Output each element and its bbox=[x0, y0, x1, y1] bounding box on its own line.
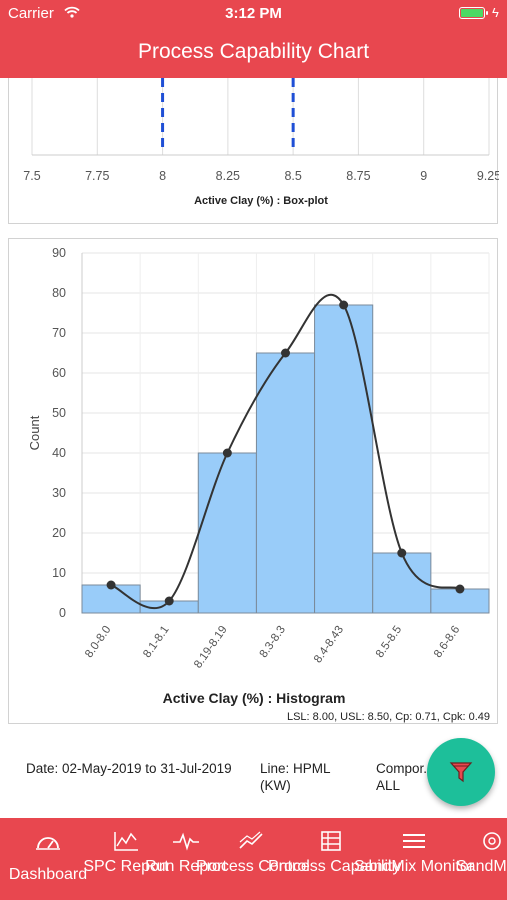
x-tick-label: 8.5-8.5 bbox=[374, 624, 404, 660]
y-tick-label: 0 bbox=[59, 606, 66, 620]
filter-button[interactable] bbox=[427, 738, 495, 806]
tab-dashboard[interactable]: Dashboard bbox=[0, 818, 96, 900]
fit-curve bbox=[110, 293, 461, 610]
menu-icon bbox=[403, 834, 425, 848]
x-tick-label: 8.25 bbox=[216, 169, 240, 183]
y-tick-label: 30 bbox=[52, 486, 66, 500]
y-tick-label: 50 bbox=[52, 406, 66, 420]
speedometer-icon bbox=[36, 837, 60, 850]
x-tick-label: 7.75 bbox=[85, 169, 109, 183]
histogram-bar bbox=[314, 304, 374, 614]
gear-icon bbox=[483, 832, 501, 850]
curve-point bbox=[455, 584, 465, 594]
y-tick-label: 70 bbox=[52, 326, 66, 340]
y-tick-label: 20 bbox=[52, 526, 66, 540]
x-tick-label: 8.19-8.19 bbox=[192, 624, 230, 671]
page-title: Process Capability Chart bbox=[137, 40, 370, 63]
y-tick-label: 40 bbox=[52, 446, 66, 460]
component-text: Compor... ALL bbox=[376, 761, 435, 793]
curve-point bbox=[164, 596, 174, 606]
boxplot-xlabel: Active Clay (%) : Box-plot bbox=[194, 195, 328, 207]
histogram-chart: 0 10 20 30 40 50 60 70 80 90 8.0-8.0 8.1-8.1 8.19-8.… bbox=[27, 246, 490, 723]
x-tick-label: 8 bbox=[159, 169, 166, 183]
x-tick-label: 8.75 bbox=[346, 169, 370, 183]
curve-point bbox=[339, 300, 349, 310]
tab-label: Dashboard bbox=[8, 866, 88, 883]
x-tick-label: 8.4-8.43 bbox=[312, 624, 346, 665]
tab-run-report[interactable]: Run Report bbox=[145, 818, 227, 900]
tab-label: Process Capability bbox=[268, 858, 401, 875]
tab-sandmix-monitor[interactable]: SandMix Monitor bbox=[354, 818, 474, 900]
component-label: Compor... ALL bbox=[376, 760, 436, 794]
tab-label: Run Report bbox=[145, 858, 227, 875]
y-tick-label: 80 bbox=[52, 286, 66, 300]
line-label: Line: HPML (KW) bbox=[260, 761, 331, 793]
x-tick-label: 8.5 bbox=[284, 169, 301, 183]
histogram-bar bbox=[197, 452, 257, 614]
capability-icon bbox=[321, 831, 341, 851]
tab-spc-report[interactable]: SPC Report bbox=[83, 818, 169, 900]
carrier-label: Carrier bbox=[8, 5, 54, 22]
histogram-bar bbox=[372, 552, 432, 614]
boxplot-card: 7.5 7.75 8 8.25 8.5 8.75 9 9.25 Active Clay (%) … bbox=[8, 78, 499, 224]
histogram-card: 0 10 20 30 40 50 60 70 80 90 8.0-8.0 8.1-8.1 8.19-8.… bbox=[8, 238, 498, 724]
chart-lines-icon bbox=[114, 832, 138, 851]
tab-label: SPC Report bbox=[83, 858, 169, 875]
tab-label: SandMix Analytics bbox=[456, 858, 507, 875]
tab-process-control[interactable]: Process Control bbox=[196, 818, 310, 900]
y-axis-label: Count bbox=[27, 415, 42, 450]
histogram-bar bbox=[255, 352, 316, 614]
x-tick-label: 7.5 bbox=[23, 169, 40, 183]
boxplot-chart: 7.5 7.75 8 8.25 8.5 8.75 9 9.25 Active Clay (%) … bbox=[23, 78, 499, 207]
histogram-xlabel: Active Clay (%) : Histogram bbox=[163, 690, 346, 706]
wifi-icon bbox=[64, 6, 80, 18]
filter-icon bbox=[449, 762, 473, 783]
date-range-label: Date: 02-May-2019 to 31-Jul-2019 bbox=[26, 761, 232, 776]
curve-point bbox=[106, 580, 116, 590]
x-tick-label: 9.25 bbox=[477, 169, 499, 183]
capability-stats: LSL: 8.00, USL: 8.50, Cp: 0.71, Cpk: 0.4… bbox=[287, 711, 490, 723]
curve-point bbox=[281, 348, 290, 358]
x-tick-label: 8.0-8.0 bbox=[83, 624, 113, 660]
tab-sandmix-analytics[interactable]: SandMix Analytics bbox=[454, 818, 507, 900]
trend-icon bbox=[239, 831, 263, 849]
tab-bar: Dashboard SPC Report Run Report Process … bbox=[0, 818, 507, 900]
x-tick-label: 9 bbox=[420, 169, 427, 183]
nav-bar: Process Capability Chart bbox=[0, 28, 507, 78]
x-tick-label: 8.3-8.3 bbox=[258, 624, 288, 660]
y-tick-label: 90 bbox=[52, 246, 66, 260]
x-tick-label: 8.6-8.6 bbox=[432, 624, 462, 660]
pulse-icon bbox=[173, 832, 199, 851]
curve-point bbox=[397, 548, 407, 558]
y-tick-label: 10 bbox=[52, 566, 66, 580]
status-time: 3:12 PM bbox=[225, 5, 282, 22]
y-tick-label: 60 bbox=[52, 366, 66, 380]
curve-point bbox=[222, 448, 232, 458]
charging-icon: ϟ bbox=[492, 5, 499, 20]
status-bar: Carrier 3:12 PM ϟ bbox=[0, 0, 507, 28]
x-tick-label: 8.1-8.1 bbox=[141, 624, 171, 660]
tab-label: SandMix Monitor bbox=[354, 858, 475, 875]
tab-process-capability[interactable]: Process Capability bbox=[268, 818, 401, 900]
tab-label: Process Control bbox=[196, 858, 310, 875]
battery-icon bbox=[459, 7, 488, 19]
